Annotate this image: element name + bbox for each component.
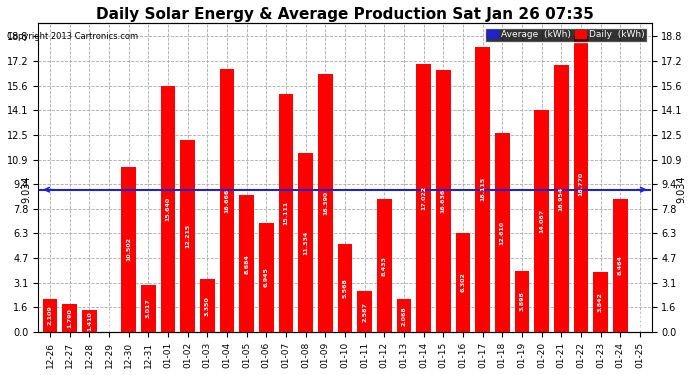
Text: 2.587: 2.587 bbox=[362, 302, 367, 322]
Text: 3.898: 3.898 bbox=[520, 291, 524, 311]
Bar bbox=[318, 74, 333, 332]
Text: 14.067: 14.067 bbox=[539, 209, 544, 233]
Text: 8.433: 8.433 bbox=[382, 256, 387, 276]
Text: 16.390: 16.390 bbox=[323, 191, 328, 215]
Text: 0.000: 0.000 bbox=[638, 310, 642, 330]
Text: 1.410: 1.410 bbox=[87, 311, 92, 331]
Text: 11.334: 11.334 bbox=[303, 231, 308, 255]
Bar bbox=[337, 244, 353, 332]
Text: 3.017: 3.017 bbox=[146, 298, 151, 318]
Text: 16.954: 16.954 bbox=[559, 186, 564, 211]
Text: 10.502: 10.502 bbox=[126, 237, 131, 261]
Text: 16.636: 16.636 bbox=[441, 189, 446, 213]
Bar bbox=[259, 223, 274, 332]
Text: 0.000: 0.000 bbox=[106, 310, 112, 330]
Text: 9.034: 9.034 bbox=[21, 176, 32, 203]
Bar bbox=[534, 110, 549, 332]
Bar bbox=[141, 285, 156, 332]
Text: 9.034: 9.034 bbox=[676, 176, 686, 203]
Text: 12.610: 12.610 bbox=[500, 220, 505, 245]
Text: 12.215: 12.215 bbox=[185, 224, 190, 248]
Bar bbox=[161, 86, 175, 332]
Legend: Average  (kWh), Daily  (kWh): Average (kWh), Daily (kWh) bbox=[484, 28, 647, 42]
Text: 18.115: 18.115 bbox=[480, 177, 485, 201]
Bar bbox=[219, 69, 235, 332]
Bar bbox=[357, 291, 372, 332]
Bar bbox=[279, 94, 293, 332]
Bar bbox=[455, 233, 471, 332]
Bar bbox=[475, 46, 490, 332]
Bar bbox=[593, 272, 608, 332]
Bar bbox=[416, 64, 431, 332]
Text: 15.111: 15.111 bbox=[284, 201, 288, 225]
Text: 5.568: 5.568 bbox=[342, 278, 348, 298]
Bar bbox=[43, 299, 57, 332]
Bar bbox=[239, 195, 254, 332]
Text: 8.684: 8.684 bbox=[244, 254, 249, 274]
Text: Copyright 2013 Cartronics.com: Copyright 2013 Cartronics.com bbox=[7, 32, 138, 41]
Bar bbox=[377, 199, 392, 332]
Bar bbox=[121, 166, 136, 332]
Bar bbox=[515, 271, 529, 332]
Text: 8.464: 8.464 bbox=[618, 255, 622, 275]
Text: 6.945: 6.945 bbox=[264, 267, 269, 287]
Bar bbox=[298, 153, 313, 332]
Title: Daily Solar Energy & Average Production Sat Jan 26 07:35: Daily Solar Energy & Average Production … bbox=[96, 7, 594, 22]
Bar bbox=[573, 36, 589, 332]
Text: 3.350: 3.350 bbox=[205, 296, 210, 315]
Bar bbox=[180, 140, 195, 332]
Text: 16.666: 16.666 bbox=[224, 189, 230, 213]
Bar bbox=[200, 279, 215, 332]
Text: 2.068: 2.068 bbox=[402, 306, 406, 326]
Bar bbox=[613, 199, 628, 332]
Text: 17.022: 17.022 bbox=[421, 186, 426, 210]
Bar bbox=[62, 304, 77, 332]
Text: 6.302: 6.302 bbox=[460, 273, 466, 292]
Text: 15.640: 15.640 bbox=[166, 197, 170, 221]
Bar bbox=[436, 70, 451, 332]
Text: 2.109: 2.109 bbox=[48, 306, 52, 326]
Text: 18.770: 18.770 bbox=[578, 172, 583, 196]
Bar bbox=[397, 300, 411, 332]
Bar bbox=[82, 310, 97, 332]
Text: 3.842: 3.842 bbox=[598, 292, 603, 312]
Text: 1.790: 1.790 bbox=[67, 308, 72, 328]
Bar bbox=[495, 133, 510, 332]
Bar bbox=[554, 65, 569, 332]
